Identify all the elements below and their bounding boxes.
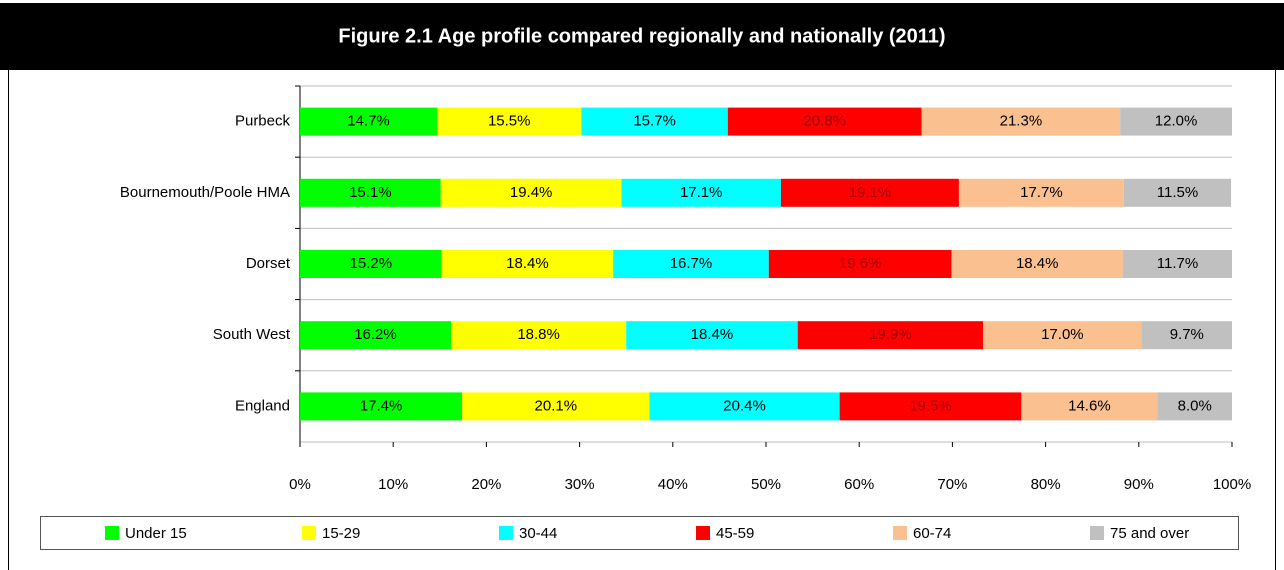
bar-segment xyxy=(649,392,840,421)
x-tick-label: 80% xyxy=(1031,476,1061,493)
bar-segment xyxy=(626,321,798,350)
data-label: 19.6% xyxy=(839,255,882,272)
data-label: 20.4% xyxy=(723,397,766,414)
bar-segment xyxy=(1123,178,1232,207)
bar-segment xyxy=(613,250,769,278)
legend-box xyxy=(40,516,1239,550)
data-label: 8.0% xyxy=(1178,397,1212,414)
bar-segment xyxy=(300,250,442,278)
legend-swatch xyxy=(893,526,907,540)
data-label: 16.7% xyxy=(670,255,713,272)
x-tick-label: 90% xyxy=(1124,476,1154,493)
x-tick-label: 70% xyxy=(937,476,967,493)
bar-segment xyxy=(300,107,438,136)
x-tick-label: 10% xyxy=(378,476,408,493)
legend-swatch xyxy=(499,526,513,540)
y-tick-label: Purbeck xyxy=(235,113,291,130)
bar-segment xyxy=(921,107,1121,136)
bar-segment xyxy=(441,250,614,278)
y-tick-label: England xyxy=(235,397,290,414)
bar-segment xyxy=(440,178,622,207)
bar-segment xyxy=(1141,321,1232,350)
data-label: 18.4% xyxy=(1016,255,1059,272)
data-label: 14.6% xyxy=(1068,397,1111,414)
data-label: 19.9% xyxy=(869,326,912,343)
x-tick-label: 20% xyxy=(471,476,501,493)
bar-segment xyxy=(462,392,650,421)
bar-segment xyxy=(958,178,1124,207)
x-tick-label: 40% xyxy=(658,476,688,493)
x-tick-label: 0% xyxy=(289,476,311,493)
bar-segment xyxy=(1120,107,1232,136)
legend-label: 15-29 xyxy=(322,525,360,542)
legend-label: 60-74 xyxy=(913,525,951,542)
data-label: 17.0% xyxy=(1041,326,1084,343)
data-label: 18.4% xyxy=(506,255,549,272)
x-tick-label: 50% xyxy=(751,476,781,493)
bar-segment xyxy=(951,250,1123,278)
data-label: 11.5% xyxy=(1157,184,1198,201)
data-label: 20.8% xyxy=(803,113,846,130)
data-label: 15.2% xyxy=(350,255,393,272)
bar-segment xyxy=(797,321,984,350)
legend-swatch xyxy=(105,526,119,540)
bar-segment xyxy=(437,107,582,136)
data-label: 18.4% xyxy=(691,326,734,343)
bar-segment xyxy=(983,321,1142,350)
data-label: 15.7% xyxy=(633,113,676,130)
x-tick-label: 30% xyxy=(565,476,595,493)
legend-label: 45-59 xyxy=(716,525,754,542)
data-label: 19.4% xyxy=(510,184,553,201)
data-label: 17.7% xyxy=(1020,184,1063,201)
data-label: 11.7% xyxy=(1157,255,1198,272)
data-label: 19.5% xyxy=(909,397,952,414)
data-label: 17.4% xyxy=(360,397,403,414)
bar-segment xyxy=(300,392,463,421)
bar-segment xyxy=(768,250,952,278)
bar-segment xyxy=(839,392,1022,421)
data-label: 15.1% xyxy=(349,184,392,201)
bar-segment xyxy=(300,178,441,207)
bar-segment xyxy=(727,107,922,136)
data-label: 12.0% xyxy=(1155,113,1198,130)
title-bar xyxy=(0,3,1284,70)
legend-label: 75 and over xyxy=(1110,525,1189,542)
data-label: 20.1% xyxy=(535,397,578,414)
data-label: 16.2% xyxy=(354,326,397,343)
frame xyxy=(8,3,1276,570)
bar-segment xyxy=(450,321,627,350)
bar-segment xyxy=(300,321,451,350)
data-label: 9.7% xyxy=(1170,326,1204,343)
legend-label: 30-44 xyxy=(519,525,557,542)
legend-swatch xyxy=(302,526,316,540)
legend-swatch xyxy=(1090,526,1104,540)
x-tick-label: 100% xyxy=(1213,476,1251,493)
bar-segment xyxy=(621,178,781,207)
data-label: 15.5% xyxy=(488,113,531,130)
y-tick-label: South West xyxy=(213,326,291,343)
data-label: 18.8% xyxy=(517,326,560,343)
y-tick-label: Dorset xyxy=(246,255,291,272)
bar-segment xyxy=(780,178,959,207)
bar-segment xyxy=(581,107,728,136)
x-tick-label: 60% xyxy=(844,476,874,493)
data-label: 21.3% xyxy=(1000,113,1043,130)
bar-segment xyxy=(1122,250,1232,278)
bar-segment xyxy=(1157,392,1232,421)
legend-label: Under 15 xyxy=(125,525,187,542)
chart-title: Figure 2.1 Age profile compared regional… xyxy=(338,25,945,47)
data-label: 14.7% xyxy=(347,113,390,130)
legend-swatch xyxy=(696,526,710,540)
data-label: 17.1% xyxy=(680,184,723,201)
bar-segment xyxy=(1021,392,1158,421)
data-label: 19.1% xyxy=(849,184,892,201)
y-tick-label: Bournemouth/Poole HMA xyxy=(120,184,290,201)
